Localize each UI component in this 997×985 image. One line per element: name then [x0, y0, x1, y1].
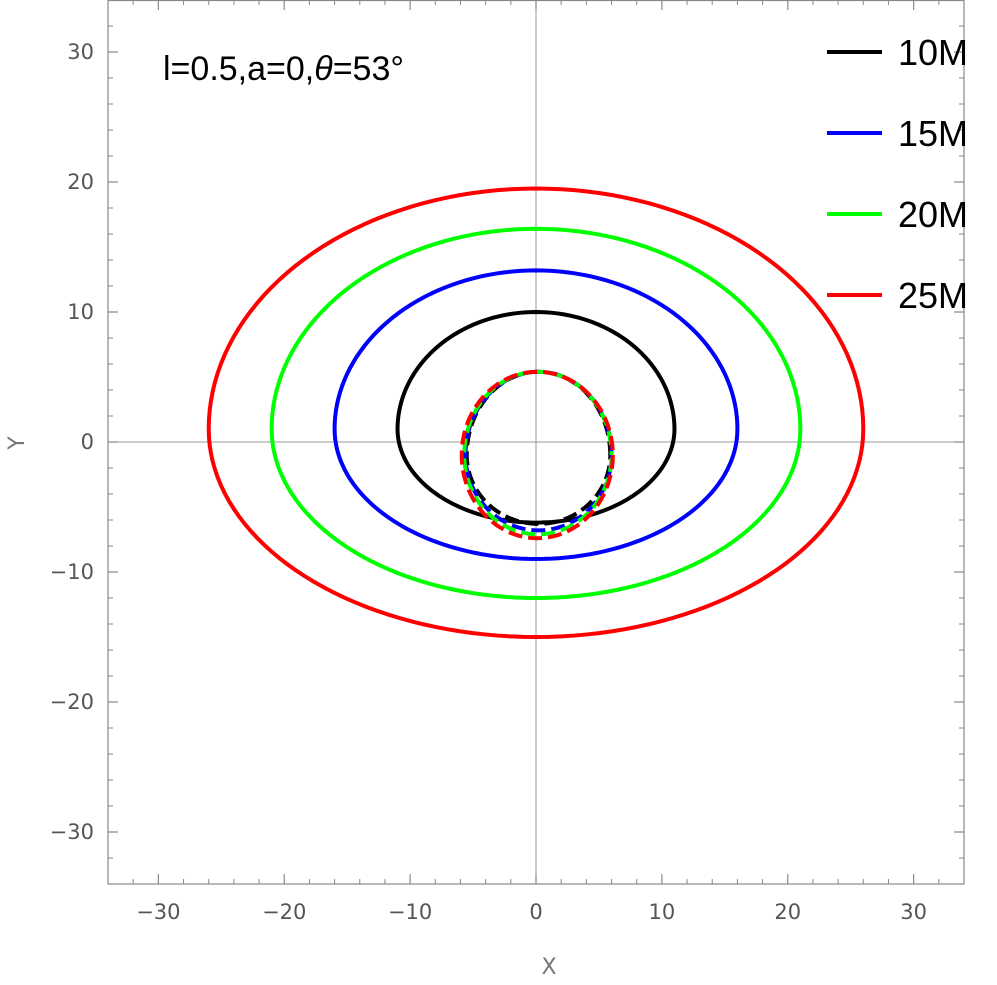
annotation-prefix: l=0.5,a=0,: [163, 50, 314, 88]
legend-label-10M: 10M: [898, 32, 968, 73]
parameter-annotation: l=0.5,a=0,θ=53°: [163, 50, 404, 88]
frame-layer: −30 −20 −10 0 10 20 30 −30 −20 −10 0 10 20 30: [50, 0, 965, 924]
series-curve-10M: [395, 309, 677, 525]
y-tick-label: −10: [50, 560, 94, 584]
x-tick-label: −20: [262, 900, 306, 924]
x-axis-label: X: [541, 955, 556, 980]
y-axis-label: Y: [5, 436, 30, 451]
legend-label-25M: 25M: [898, 275, 968, 316]
annotation-theta-symbol: θ: [314, 50, 333, 88]
x-tick-label: 0: [529, 900, 542, 924]
series-curve-25M: [206, 186, 866, 640]
x-tick-label: −10: [388, 900, 432, 924]
series-dashed-curve-15M: [463, 369, 614, 533]
y-tick-label: 20: [67, 170, 94, 194]
x-tick-label: 20: [774, 900, 801, 924]
y-tick-label: 0: [81, 430, 94, 454]
series-dashed-curve-25M: [459, 369, 615, 541]
y-tick-label: −20: [50, 690, 94, 714]
x-tick-label: 30: [900, 900, 927, 924]
x-tick-label: 10: [649, 900, 676, 924]
series-curve-20M: [269, 226, 803, 601]
axes-layer: [108, 0, 964, 884]
legend-label-15M: 15M: [898, 113, 968, 154]
curves-layer: [206, 186, 866, 640]
y-tick-label: −30: [50, 820, 94, 844]
annotation-suffix: =53°: [333, 50, 404, 88]
y-tick-label: 10: [67, 300, 94, 324]
x-tick-label: −30: [136, 900, 180, 924]
legend-label-20M: 20M: [898, 194, 968, 235]
y-tick-label: 30: [67, 40, 94, 64]
legend: 10M 15M 20M 25M: [827, 32, 968, 316]
series-curve-15M: [332, 268, 740, 562]
